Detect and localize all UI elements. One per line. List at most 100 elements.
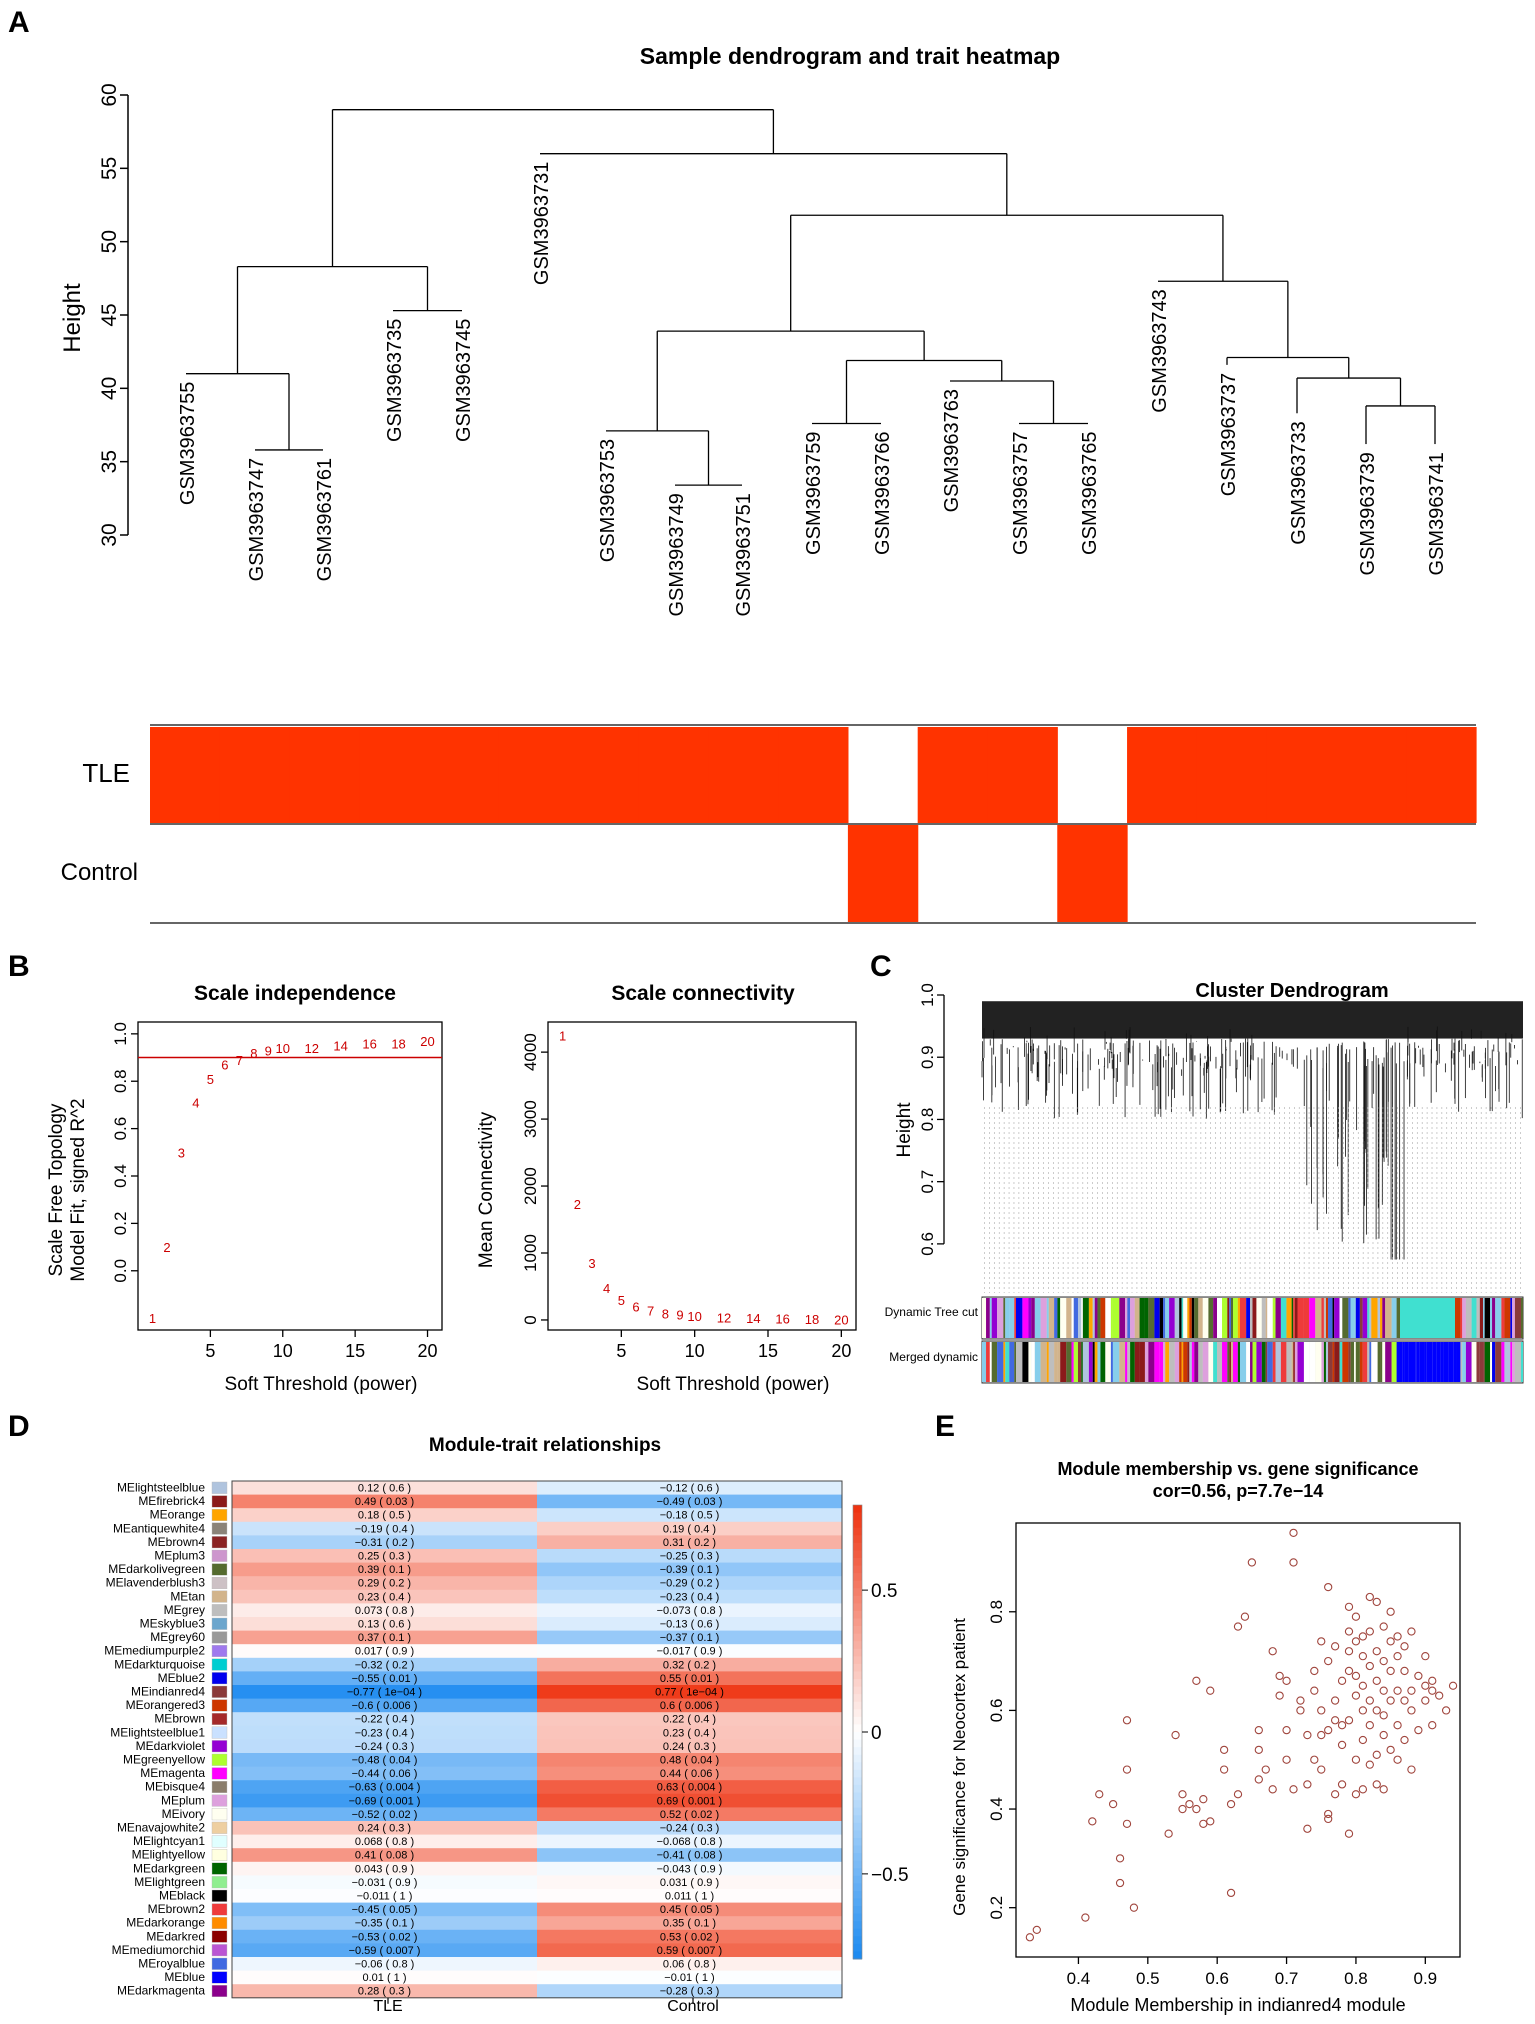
c-bar2-segment [1187, 1342, 1190, 1382]
c-bar1-segment [1294, 1298, 1298, 1338]
c-bar2-segment [991, 1342, 998, 1382]
c-bar1-segment [1009, 1298, 1015, 1338]
d-cell-label-control: −0.23 ( 0.4 ) [660, 1591, 720, 1603]
e-point [1407, 1686, 1416, 1695]
e-point [1324, 1582, 1333, 1592]
e-point [1414, 1725, 1423, 1735]
b-point-label: 4 [603, 1281, 610, 1296]
d-cell-control [537, 1834, 842, 1849]
d-row-label: MEindianred4 [131, 1685, 205, 1699]
c-bar1-segment [1081, 1298, 1083, 1338]
d-cell-tle [232, 1589, 537, 1604]
c-bar2-segment [1354, 1342, 1356, 1382]
e-point [1407, 1706, 1416, 1715]
e-point [1351, 1755, 1361, 1764]
c-bar2-segment [1097, 1342, 1101, 1382]
c-bar1-segment [1046, 1298, 1049, 1338]
b-point-label: 7 [236, 1053, 243, 1068]
b-point-label: 5 [207, 1072, 214, 1087]
b-point-label: 9 [676, 1308, 683, 1323]
c-bar1-segment [1181, 1298, 1184, 1338]
e-point [1365, 1721, 1374, 1730]
c-bar1-segment [1054, 1298, 1058, 1338]
d-cell-control [537, 1861, 842, 1876]
a-sample-label: GSM3963737 [1218, 373, 1240, 496]
e-point [1379, 1785, 1388, 1794]
c-bar1-segment [1022, 1298, 1029, 1338]
d-cell-label-tle: −0.22 ( 0.4 ) [355, 1714, 415, 1726]
c-bar1-segment [1512, 1298, 1515, 1338]
d-cell-label-tle: −0.6 ( 0.006 ) [352, 1700, 418, 1712]
d-cell-tle [232, 1957, 537, 1971]
panel-b2-ylabel: Mean Connectivity [476, 1111, 497, 1268]
d-cell-label-tle: −0.44 ( 0.06 ) [352, 1768, 418, 1780]
c-bar1-segment [1028, 1298, 1032, 1338]
d-colorbar-step [853, 1898, 862, 1907]
e-point [1365, 1627, 1374, 1636]
d-row-label: MEmagenta [140, 1766, 205, 1780]
d-cell-label-tle: 0.49 ( 0.03 ) [355, 1496, 414, 1508]
e-point [1400, 1642, 1409, 1651]
a-heat-cell-tle [987, 727, 1058, 823]
c-bar2-segment [1419, 1342, 1425, 1382]
e-point [1317, 1706, 1326, 1715]
d-row-label: MEmediumorchid [112, 1943, 205, 1957]
e-point [1199, 1795, 1208, 1804]
c-y-tick-label: 0.9 [918, 1045, 937, 1069]
c-bar2-segment [1462, 1342, 1466, 1382]
d-cell-label-control: 0.59 ( 0.007 ) [657, 1945, 722, 1957]
c-bar2-segment [1230, 1342, 1234, 1382]
c-bar1-segment [1127, 1298, 1131, 1338]
e-point [1282, 1755, 1291, 1764]
panel-e-plot: 0.4 0.5 0.6 0.7 0.8 0.9 0.2 0.4 0.6 0.8 [987, 1522, 1461, 1988]
e-point [1185, 1799, 1194, 1809]
c-bar2-segment [1246, 1342, 1251, 1382]
b-point-label: 18 [391, 1036, 405, 1051]
d-cell-label-tle: 0.043 ( 0.9 ) [355, 1863, 414, 1875]
c-bar1-segment [1460, 1298, 1463, 1338]
c-bar1-segment [1198, 1298, 1203, 1338]
d-colorbar-step [853, 1626, 862, 1635]
d-colorbar-step [853, 1595, 862, 1604]
c-bar2-segment [1191, 1342, 1195, 1382]
e-x-tick-label: 0.6 [1205, 1969, 1229, 1988]
c-bar2-segment [1022, 1342, 1029, 1382]
panel-e-xlabel: Module Membership in indianred4 module [1070, 1995, 1405, 2015]
c-bar1-segment [1275, 1298, 1281, 1338]
d-colorbar-step [853, 1557, 862, 1567]
d-colorbar-tick-label: −0.5 [871, 1865, 909, 1886]
c-bar2-segment [1286, 1342, 1292, 1382]
c-bar1-segment [1154, 1298, 1160, 1338]
c-bar1-segment [1354, 1298, 1356, 1338]
d-colorbar-step [853, 1694, 862, 1703]
panel-b-soft-threshold: Scale independence Scale Free Topology M… [46, 982, 857, 1395]
e-point [1178, 1804, 1187, 1814]
d-cell-tle [232, 1549, 537, 1563]
panel-c-cluster-dendrogram: Cluster Dendrogram Height 1.0 0.9 0.8 0.7 0.… [885, 980, 1524, 1384]
d-colorbar-tick-label: 0.5 [871, 1581, 897, 1602]
c-bar1-segment [1359, 1298, 1363, 1338]
d-colorbar-step [853, 1588, 862, 1597]
c-bar2-segment [1092, 1342, 1095, 1382]
d-module-swatch [211, 1644, 228, 1657]
c-bar2-segment [1250, 1342, 1253, 1382]
a-sample-label: GSM3963743 [1149, 289, 1171, 412]
c-bar2-segment [1034, 1342, 1041, 1382]
d-cell-label-control: 0.45 ( 0.05 ) [660, 1904, 719, 1916]
e-point [1393, 1721, 1402, 1730]
e-point [1386, 1666, 1395, 1676]
c-bar2-segment [1342, 1342, 1349, 1382]
c-bar1-segment [1456, 1298, 1461, 1338]
a-y-tick-label: 30 [98, 523, 121, 546]
d-row-label: MEblue [164, 1970, 205, 1984]
panel-c-color-bars [981, 1296, 1524, 1384]
b-x-tick-label: 10 [273, 1341, 293, 1361]
c-bar2-segment [1362, 1342, 1368, 1382]
c-bar2-segment [1163, 1342, 1166, 1382]
d-colorbar-step [853, 1951, 862, 1960]
d-cell-tle [232, 1902, 537, 1917]
d-module-swatch [211, 1889, 228, 1902]
d-cell-tle [232, 1861, 537, 1876]
d-cell-control [537, 1739, 842, 1754]
d-cell-tle [232, 1657, 537, 1672]
